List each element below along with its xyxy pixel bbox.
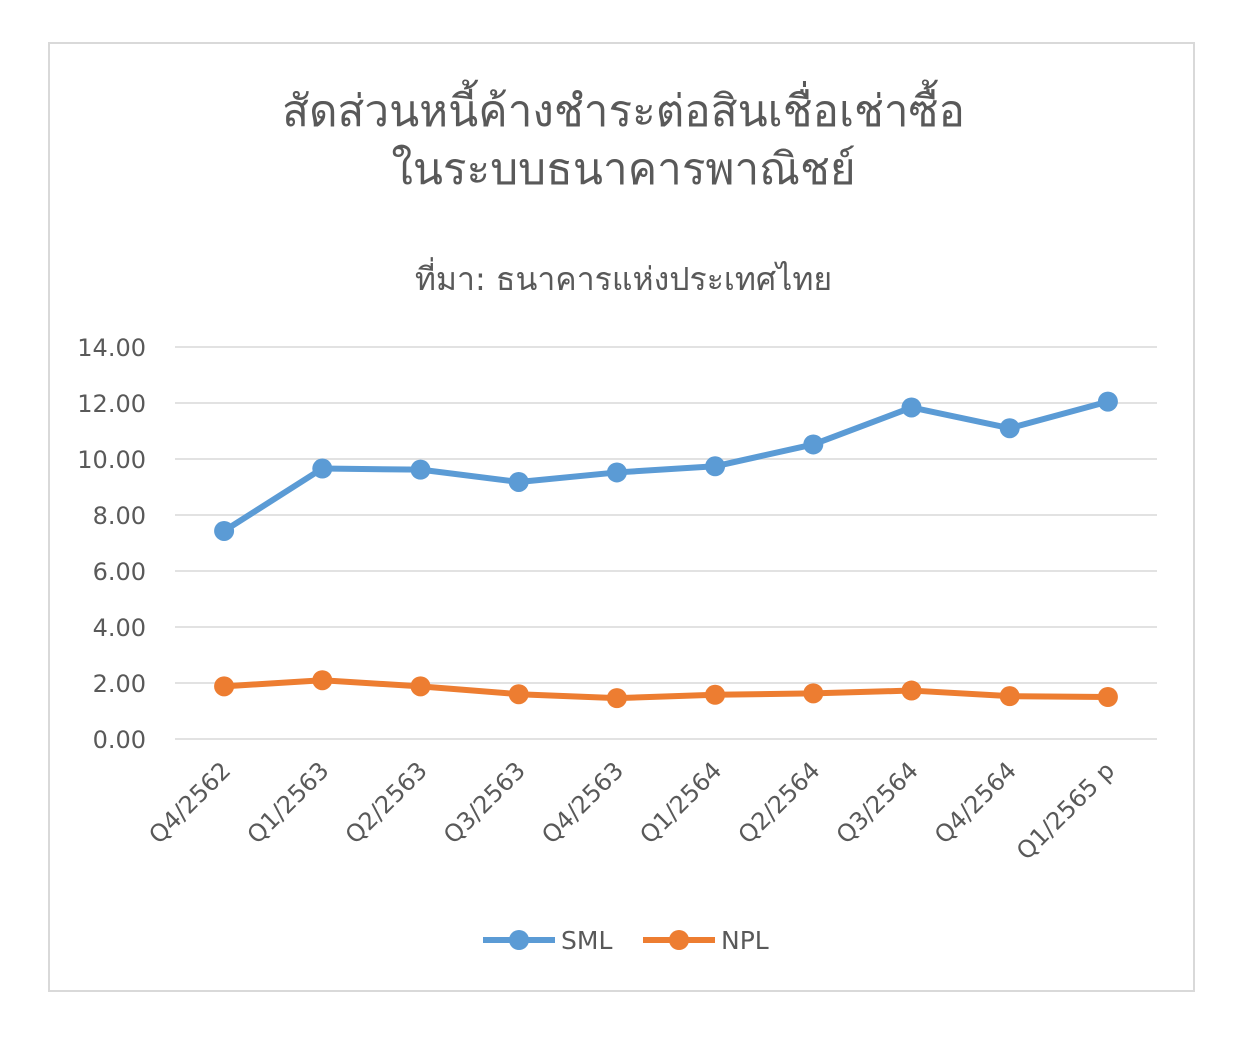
y-tick-label: 8.00 (93, 502, 146, 530)
chart-frame (48, 42, 1195, 992)
data-point-sml (901, 397, 922, 418)
data-point-npl (705, 684, 726, 705)
x-tick-label: Q1/2565 p (1011, 756, 1120, 865)
series-lines (221, 398, 1111, 702)
y-tick-label: 0.00 (93, 726, 146, 754)
data-point-npl (606, 688, 627, 709)
x-tick-label: Q2/2563 (340, 756, 433, 849)
legend-marker-sml (509, 930, 529, 950)
data-point-npl (410, 676, 431, 697)
y-tick-label: 2.00 (93, 670, 146, 698)
chart-subtitle: ที่มา: ธนาคารแห่งประเทศไทย (414, 260, 833, 298)
x-tick-label: Q2/2564 (733, 756, 826, 849)
x-tick-label: Q4/2562 (143, 756, 236, 849)
chart-title-line-1: สัดส่วนหนี้ค้างชำระต่อสินเชื่อเช่าซื้อ (282, 86, 965, 137)
x-tick-label: Q3/2563 (438, 756, 531, 849)
legend-marker-npl (669, 930, 689, 950)
data-point-npl (1097, 687, 1118, 707)
data-point-sml (803, 434, 824, 455)
legend-label-npl: NPL (721, 926, 769, 955)
y-tick-label: 4.00 (93, 614, 146, 642)
data-point-sml (705, 456, 726, 477)
x-tick-label: Q1/2564 (634, 756, 727, 849)
data-point-npl (999, 686, 1020, 707)
y-tick-label: 14.00 (77, 334, 146, 362)
y-tick-label: 12.00 (77, 390, 146, 418)
data-point-npl (214, 676, 235, 697)
data-point-npl (508, 684, 529, 705)
x-tick-label: Q3/2564 (831, 756, 924, 849)
x-axis-ticks: Q4/2562 Q1/2563 Q2/2563 Q3/2563 Q4/2563 Q1/25… (143, 756, 1120, 865)
legend: SML NPL (483, 926, 769, 955)
y-tick-label: 10.00 (77, 446, 146, 474)
data-point-sml (1097, 391, 1118, 412)
data-point-npl (901, 680, 922, 701)
y-axis-ticks: 0.00 2.00 4.00 6.00 8.00 10.00 12.00 14.00 (77, 334, 146, 754)
series-points (214, 391, 1118, 709)
data-point-sml (999, 418, 1020, 439)
series-line-npl (221, 677, 1111, 702)
data-point-npl (803, 683, 824, 704)
x-tick-label: Q1/2563 (242, 756, 335, 849)
data-point-npl (312, 670, 333, 691)
gridlines (175, 346, 1157, 740)
legend-label-sml: SML (561, 926, 612, 955)
series-line-sml (221, 398, 1111, 534)
data-point-sml (214, 520, 235, 541)
data-point-sml (508, 471, 529, 492)
chart-title-line-2: ในระบบธนาคารพาณิชย์ (391, 144, 856, 195)
y-tick-label: 6.00 (93, 558, 146, 586)
data-point-sml (312, 458, 333, 479)
data-point-sml (606, 462, 627, 483)
x-tick-label: Q4/2563 (536, 756, 629, 849)
data-point-sml (410, 459, 431, 480)
x-tick-label: Q4/2564 (929, 756, 1022, 849)
